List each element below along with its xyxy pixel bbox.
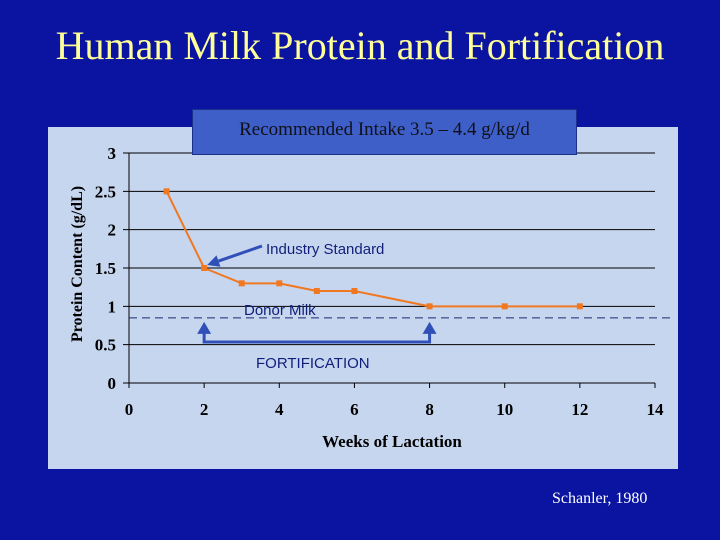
y-tick-label: 0.5 [95,336,116,355]
fortification-label: FORTIFICATION [256,355,370,372]
data-point [576,303,583,310]
data-point [313,288,320,294]
y-tick-labels: 0 0.5 1 1.5 2 2.5 3 [95,144,116,393]
y-axis-label: Protein Content (g/dL) [69,186,86,342]
y-tick-label: 1 [108,297,117,316]
x-tick-label: 2 [200,400,209,419]
industry-standard-arrow [217,244,263,263]
donor-milk-reference: Donor Milk [129,302,670,319]
fortification-arrowhead [197,321,212,334]
data-point [426,303,433,310]
data-point [276,280,283,287]
x-tick-label: 14 [647,400,665,419]
recommended-intake-callout: Recommended Intake 3.5 – 4.4 g/kg/d [192,109,577,155]
x-tick-label: 6 [350,400,359,419]
slide-title: Human Milk Protein and Fortification [55,23,665,68]
y-tick-label: 2 [108,221,117,240]
x-tick-label: 8 [425,400,434,419]
series-layer [163,188,583,310]
x-tick-label: 10 [496,400,513,419]
data-point [163,188,170,195]
x-tick-label: 0 [125,400,134,419]
annotation-arrows [197,244,437,344]
data-point [201,265,208,271]
x-tick-labels: 0 2 4 6 8 10 12 14 [125,400,664,419]
fortification-bracket [202,331,432,344]
y-tick-label: 2.5 [95,182,116,201]
plot-area-background [48,127,678,469]
industry-standard-label: Industry Standard [266,241,384,258]
industry-standard-arrowhead [207,255,221,267]
x-tick-label: 12 [571,400,588,419]
y-tick-label: 1.5 [95,259,116,278]
citation: Schanler, 1980 [552,490,648,507]
x-axis-label: Weeks of Lactation [322,432,462,451]
y-tick-label: 0 [108,374,117,393]
y-tick-label: 3 [108,144,117,163]
data-point [238,280,245,287]
data-point [351,288,358,294]
data-point [501,303,508,310]
fortification-arrowhead [422,321,437,334]
donor-milk-label: Donor Milk [244,302,316,319]
x-tick-label: 4 [275,400,284,419]
